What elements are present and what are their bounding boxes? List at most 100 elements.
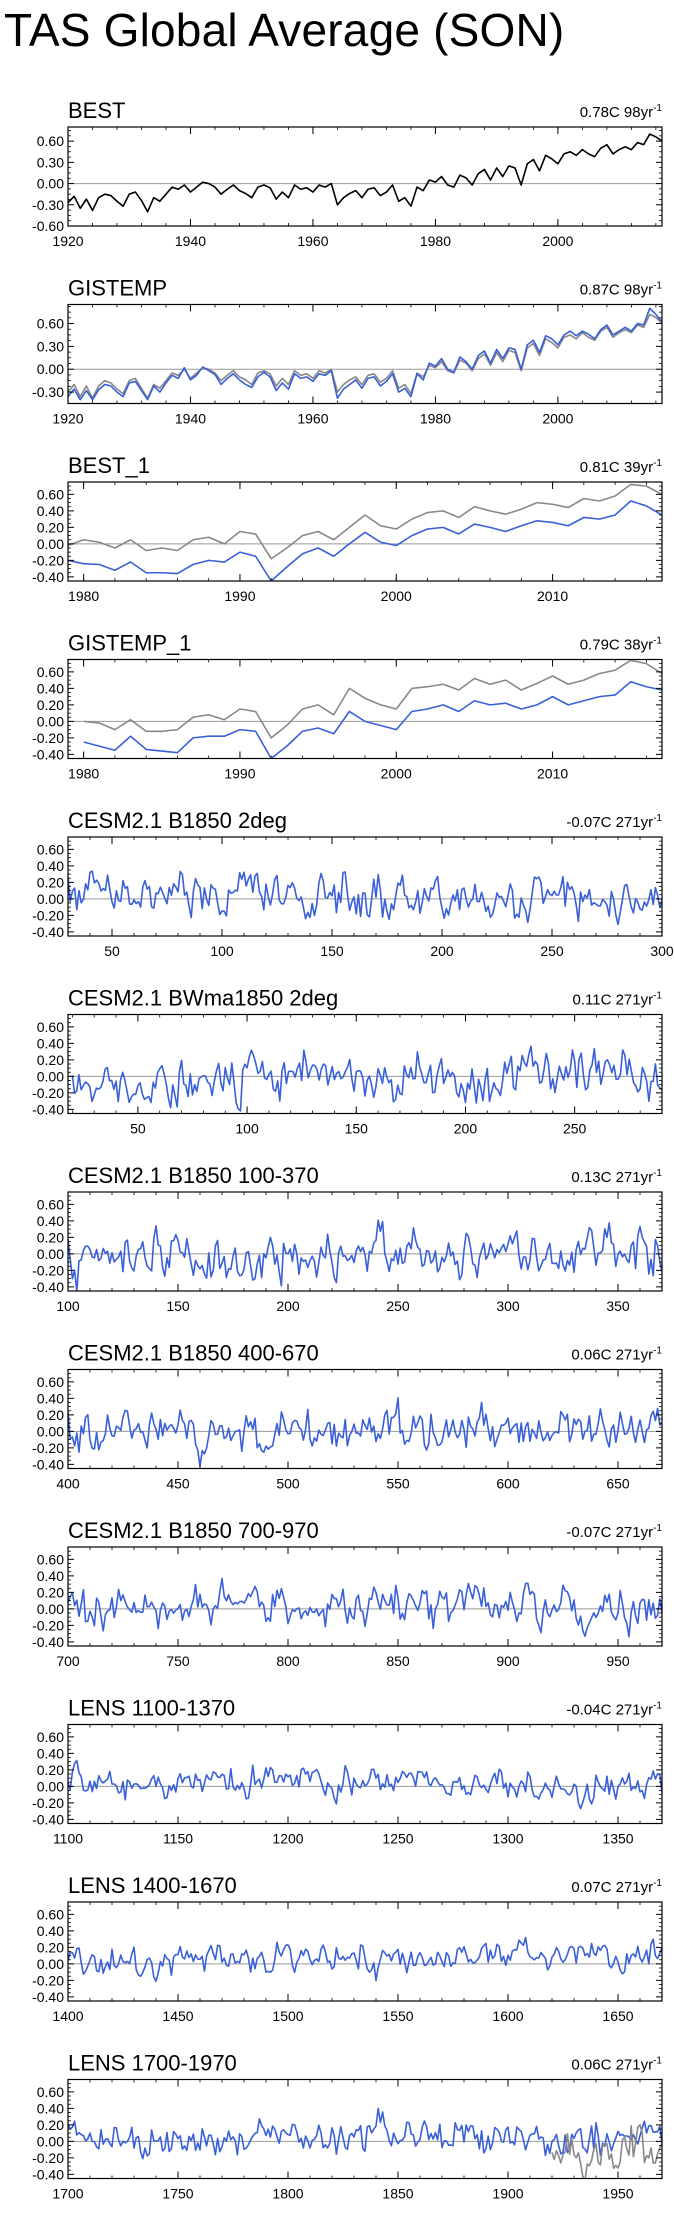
panel-title: LENS 1700-1970	[68, 2051, 237, 2076]
trend-exponent: -1	[653, 636, 662, 647]
x-tick-label: 2000	[542, 233, 573, 249]
series-group	[68, 1219, 662, 1291]
x-tick-label: 250	[540, 943, 564, 959]
x-tick-label: 550	[386, 1476, 410, 1492]
x-tick-label: 1500	[272, 2008, 303, 2024]
y-tick-label: -0.20	[32, 552, 64, 568]
x-tick-label: 50	[130, 1121, 146, 1137]
x-tick-label: 1700	[52, 2186, 83, 2202]
y-tick-label: 0.00	[37, 1956, 64, 1972]
y-tick-label: 0.00	[37, 891, 64, 907]
series-line	[68, 2107, 662, 2160]
x-tick-label: 1950	[602, 2186, 633, 2202]
x-tick-label: 1990	[224, 588, 255, 604]
x-tick-label: 1450	[162, 2008, 193, 2024]
x-tick-label: 1400	[52, 2008, 83, 2024]
y-tick-label: 0.20	[37, 1407, 64, 1423]
x-tick-label: 1980	[68, 766, 99, 782]
x-tick-label: 1350	[602, 1831, 633, 1847]
series-line	[68, 1397, 662, 1468]
y-tick-label: 0.60	[37, 841, 64, 857]
y-tick-label: -0.20	[32, 1795, 64, 1811]
y-tick-label: 0.40	[37, 503, 64, 519]
x-tick-label: 300	[496, 1298, 520, 1314]
trend-label: 0.78C 98yr-1	[580, 103, 663, 121]
x-tick-label: 2000	[381, 588, 412, 604]
x-tick-label: 700	[56, 1653, 80, 1669]
x-tick-label: 750	[166, 1653, 190, 1669]
series-group	[71, 1045, 662, 1112]
chart-panel-6: CESM2.1 BWma1850 2deg 0.11C 271yr-1-0.40-…	[32, 986, 663, 1137]
panel-title: CESM2.1 B1850 2deg	[68, 808, 287, 833]
x-tick-label: 500	[276, 1476, 300, 1492]
x-tick-label: 450	[166, 1476, 190, 1492]
panel-title: LENS 1100-1370	[68, 1696, 235, 1721]
x-tick-label: 1250	[382, 1831, 413, 1847]
chart-panel-10: LENS 1100-1370 -0.04C 271yr-1-0.40-0.200.…	[32, 1696, 663, 1847]
y-tick-label: -0.40	[32, 1989, 64, 2005]
x-tick-label: 150	[166, 1298, 190, 1314]
x-tick-label: 150	[345, 1121, 369, 1137]
series-group	[83, 659, 662, 759]
x-tick-label: 950	[606, 1653, 630, 1669]
panel-title: CESM2.1 BWma1850 2deg	[68, 986, 338, 1011]
x-tick-label: 1850	[382, 2186, 413, 2202]
y-tick-label: 0.00	[37, 176, 64, 192]
y-tick-label: -0.40	[32, 1279, 64, 1295]
x-tick-label: 1900	[492, 2186, 523, 2202]
x-tick-label: 1100	[53, 1831, 83, 1847]
panel-title: CESM2.1 B1850 100-370	[68, 1163, 319, 1188]
series-line	[68, 313, 662, 399]
y-tick-label: 0.20	[37, 1939, 64, 1955]
series-line	[68, 1936, 662, 1983]
series-group	[68, 483, 662, 581]
chart-panel-7: CESM2.1 B1850 100-370 0.13C 271yr-1-0.40-…	[32, 1163, 663, 1314]
x-tick-label: 300	[650, 943, 674, 959]
y-tick-label: 0.20	[37, 2117, 64, 2133]
panel-title: BEST_1	[68, 453, 150, 478]
trend-exponent: -1	[653, 458, 662, 469]
y-tick-label: 0.40	[37, 1390, 64, 1406]
trend-exponent: -1	[653, 1701, 662, 1712]
y-tick-label: 0.60	[37, 1196, 64, 1212]
y-tick-label: -0.30	[32, 197, 64, 213]
x-tick-label: 250	[563, 1121, 587, 1137]
trend-label: 0.87C 98yr-1	[580, 281, 663, 299]
x-tick-label: 1980	[68, 588, 99, 604]
y-tick-label: 0.30	[37, 338, 64, 354]
y-tick-label: -0.40	[32, 1634, 64, 1650]
chart-panel-8: CESM2.1 B1850 400-670 0.06C 271yr-1-0.40-…	[32, 1341, 663, 1492]
plot-frame	[67, 1901, 663, 2002]
x-tick-label: 850	[386, 1653, 410, 1669]
series-line	[68, 483, 662, 560]
page-title: TAS Global Average (SON)	[4, 4, 565, 56]
x-tick-label: 1600	[492, 2008, 523, 2024]
panel-title: GISTEMP	[68, 276, 167, 301]
x-tick-label: 100	[210, 943, 234, 959]
x-tick-label: 1150	[163, 1831, 193, 1847]
series-group	[68, 307, 662, 401]
plot-frame	[67, 1723, 663, 1825]
trend-label: 0.81C 39yr-1	[580, 458, 663, 476]
y-tick-label: 0.40	[37, 1923, 64, 1939]
chart-panel-2: GISTEMP 0.87C 98yr-1 -0.30 0.00 0.30 0.60 1920…	[32, 276, 663, 427]
y-tick-label: -0.20	[32, 1440, 64, 1456]
series-group	[68, 1936, 662, 1983]
y-tick-label: 0.20	[37, 1762, 64, 1778]
x-tick-label: 2010	[537, 588, 568, 604]
y-tick-label: -0.20	[32, 730, 64, 746]
y-tick-label: 0.00	[37, 2133, 64, 2149]
x-tick-label: 650	[606, 1476, 630, 1492]
chart-panel-1: BEST 0.78C 98yr-1 -0.60 -0.30 0.00 0.30 0.60 19…	[32, 98, 663, 249]
y-tick-label: -0.60	[32, 218, 64, 234]
x-tick-label: 2000	[381, 766, 412, 782]
x-tick-label: 2000	[542, 411, 573, 427]
plot-frame	[67, 303, 663, 405]
x-tick-label: 1800	[272, 2186, 303, 2202]
y-tick-label: 0.60	[37, 1019, 64, 1035]
chart-panel-3: BEST_1 0.81C 39yr-1 -0.40-0.200.000.200.40…	[32, 453, 663, 604]
y-tick-label: 0.20	[37, 1052, 64, 1068]
y-tick-label: 0.60	[37, 1374, 64, 1390]
x-tick-label: 200	[430, 943, 454, 959]
